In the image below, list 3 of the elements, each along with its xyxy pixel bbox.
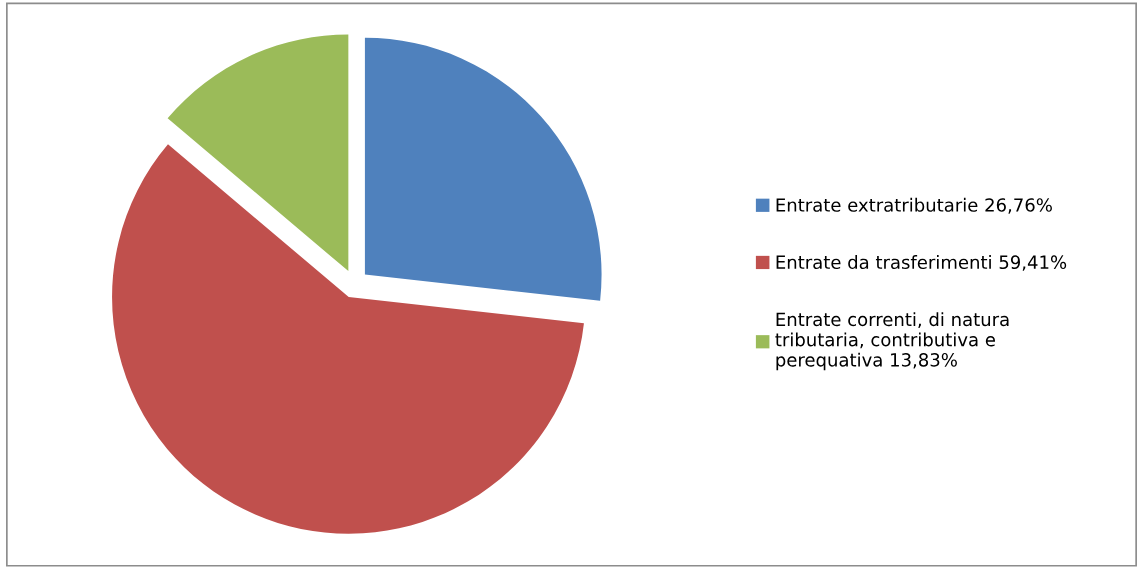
legend-label: Entrate correnti, di natura tributaria, contributiva e perequativa 13,83% <box>775 312 1009 371</box>
legend-label: Entrate da trasferimenti 59,41% <box>776 255 1067 271</box>
legend-label: Entrate extratributarie 26,76% <box>776 197 1052 214</box>
